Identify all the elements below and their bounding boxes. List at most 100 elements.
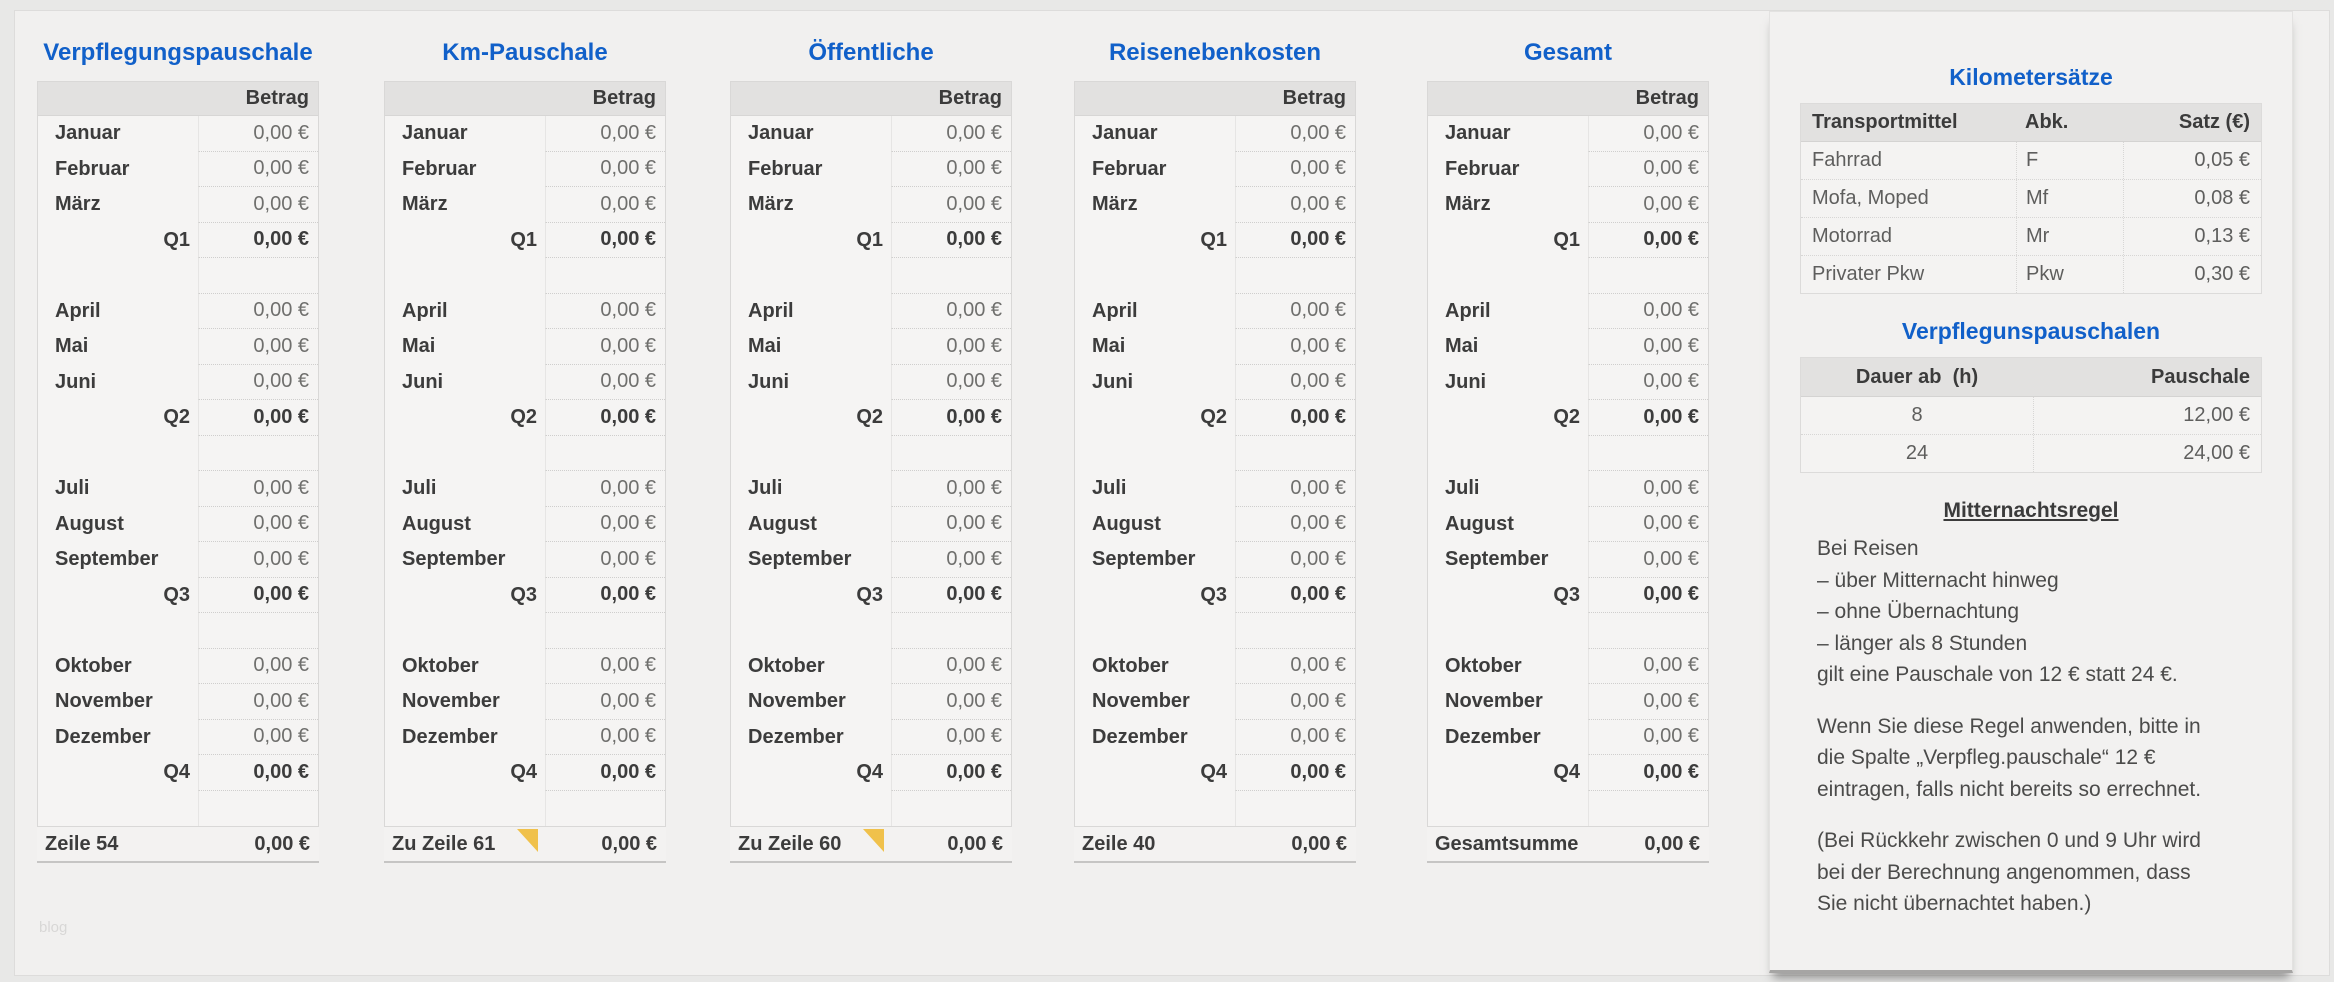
amount-cell[interactable]: 0,00 €	[891, 506, 1011, 542]
amount-cell[interactable]: 0,00 €	[545, 187, 665, 223]
empty-label	[385, 613, 545, 649]
amount-cell[interactable]: 0,00 €	[891, 684, 1011, 720]
quarter-label: Q1	[1200, 228, 1227, 251]
amount-cell[interactable]: 0,00 €	[198, 293, 318, 329]
table-row	[1428, 790, 1708, 826]
amount-cell[interactable]: 0,00 €	[1588, 329, 1708, 365]
amount-cell[interactable]: 0,00 €	[891, 293, 1011, 329]
quarter-label: Q2	[1553, 406, 1580, 429]
table-row	[1075, 613, 1355, 649]
table-row: Mai 0,00 €	[1075, 329, 1355, 365]
amount-cell[interactable]: 0,00 €	[545, 151, 665, 187]
amount-cell[interactable]: 0,00 €	[891, 329, 1011, 365]
cell: 0,30 €	[2123, 256, 2261, 293]
table-row	[38, 790, 318, 826]
amount-cell[interactable]: 0,00 €	[198, 471, 318, 507]
amount-cell[interactable]: 0,00 €	[891, 471, 1011, 507]
amount-cell[interactable]: 0,00 €	[1588, 293, 1708, 329]
amount-cell[interactable]: 0,00 €	[198, 329, 318, 365]
table-row: Q4 0,00 €	[38, 755, 318, 791]
amount-cell[interactable]: 0,00 €	[1235, 648, 1355, 684]
amount-cell[interactable]: 0,00 €	[1588, 364, 1708, 400]
amount-cell[interactable]: 0,00 €	[198, 116, 318, 152]
amount-cell[interactable]: 0,00 €	[198, 151, 318, 187]
amount-cell[interactable]: 0,00 €	[891, 116, 1011, 152]
table-row	[385, 258, 665, 294]
amount-cell[interactable]: 0,00 €	[198, 719, 318, 755]
table-row: April 0,00 €	[385, 293, 665, 329]
month-label: Oktober	[1092, 654, 1169, 677]
amount-cell[interactable]: 0,00 €	[1588, 471, 1708, 507]
amount-cell[interactable]: 0,00 €	[1588, 648, 1708, 684]
table-row	[1428, 613, 1708, 649]
amount-cell[interactable]: 0,00 €	[1588, 151, 1708, 187]
comment-marker-icon[interactable]	[863, 829, 884, 852]
table-row: August 0,00 €	[385, 506, 665, 542]
comment-marker-icon[interactable]	[517, 829, 538, 852]
amount-cell[interactable]: 0,00 €	[891, 364, 1011, 400]
empty-cell	[1588, 790, 1708, 826]
amount-cell[interactable]: 0,00 €	[1235, 719, 1355, 755]
amount-cell[interactable]: 0,00 €	[545, 293, 665, 329]
quarter-label: Q1	[1553, 228, 1580, 251]
amount-cell[interactable]: 0,00 €	[891, 719, 1011, 755]
month-label: Oktober	[748, 654, 825, 677]
amount-cell[interactable]: 0,00 €	[545, 364, 665, 400]
amount-cell[interactable]: 0,00 €	[891, 187, 1011, 223]
amount-cell[interactable]: 0,00 €	[891, 151, 1011, 187]
column-header: Transportmittel	[1812, 111, 1958, 133]
month-label: Dezember	[748, 725, 844, 748]
amount-cell[interactable]: 0,00 €	[545, 648, 665, 684]
quarter-total-cell: 0,00 €	[1235, 755, 1355, 791]
table-row: März 0,00 €	[385, 187, 665, 223]
amount-cell[interactable]: 0,00 €	[198, 648, 318, 684]
amount-cell[interactable]: 0,00 €	[1588, 187, 1708, 223]
cell: F	[2016, 142, 2123, 179]
table-row: Q3 0,00 €	[731, 577, 1011, 613]
amount-cell[interactable]: 0,00 €	[1588, 684, 1708, 720]
amount-cell[interactable]: 0,00 €	[1235, 684, 1355, 720]
quarter-label: Q1	[510, 228, 537, 251]
month-label: März	[1092, 193, 1138, 216]
table-row: Juli 0,00 €	[731, 471, 1011, 507]
meal-allowance-title: Verpflegunspauschalen	[1901, 318, 2161, 344]
amount-cell[interactable]: 0,00 €	[1588, 506, 1708, 542]
amount-cell[interactable]: 0,00 €	[1588, 116, 1708, 152]
amount-cell[interactable]: 0,00 €	[545, 471, 665, 507]
amount-cell[interactable]: 0,00 €	[198, 506, 318, 542]
table-row: 24 24,00 €	[1801, 435, 2261, 472]
amount-cell[interactable]: 0,00 €	[1235, 329, 1355, 365]
amount-cell[interactable]: 0,00 €	[545, 329, 665, 365]
amount-cell[interactable]: 0,00 €	[198, 542, 318, 578]
amount-cell[interactable]: 0,00 €	[1235, 116, 1355, 152]
amount-cell[interactable]: 0,00 €	[545, 542, 665, 578]
amount-cell[interactable]: 0,00 €	[1235, 542, 1355, 578]
amount-cell[interactable]: 0,00 €	[1235, 151, 1355, 187]
amount-cell[interactable]: 0,00 €	[1235, 187, 1355, 223]
empty-label	[385, 791, 545, 827]
table-footer: Zeile 40 0,00 €	[1074, 827, 1356, 863]
amount-cell[interactable]: 0,00 €	[545, 684, 665, 720]
table-row: Q1 0,00 €	[385, 222, 665, 258]
amount-cell[interactable]: 0,00 €	[1235, 293, 1355, 329]
table-row: Q2 0,00 €	[1075, 400, 1355, 436]
amount-cell[interactable]: 0,00 €	[545, 116, 665, 152]
table-row: Februar 0,00 €	[731, 151, 1011, 187]
amount-cell[interactable]: 0,00 €	[198, 187, 318, 223]
table-row	[385, 613, 665, 649]
amount-cell[interactable]: 0,00 €	[1235, 364, 1355, 400]
amount-cell[interactable]: 0,00 €	[891, 648, 1011, 684]
table-row: Mai 0,00 €	[385, 329, 665, 365]
amount-cell[interactable]: 0,00 €	[198, 684, 318, 720]
amount-cell[interactable]: 0,00 €	[1588, 719, 1708, 755]
amount-cell[interactable]: 0,00 €	[545, 719, 665, 755]
rule-paragraph: Wenn Sie diese Regel anwenden, bitte in …	[1817, 714, 2202, 801]
amount-cell[interactable]: 0,00 €	[891, 542, 1011, 578]
amount-cell[interactable]: 0,00 €	[545, 506, 665, 542]
amount-cell[interactable]: 0,00 €	[1235, 506, 1355, 542]
amount-cell[interactable]: 0,00 €	[198, 364, 318, 400]
table-title: Verpflegungspauschale	[43, 39, 313, 66]
amount-cell[interactable]: 0,00 €	[1588, 542, 1708, 578]
empty-label	[731, 791, 891, 827]
amount-cell[interactable]: 0,00 €	[1235, 471, 1355, 507]
